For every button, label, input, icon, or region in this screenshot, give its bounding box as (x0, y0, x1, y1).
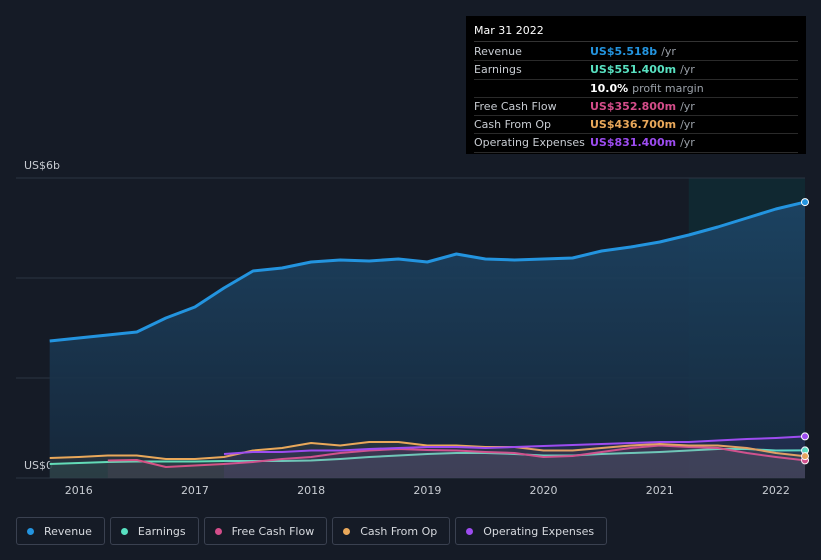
legend-swatch (466, 527, 474, 535)
tooltip-row: Cash From Op US$436.700m/yr (474, 116, 798, 135)
legend-label: Operating Expenses (483, 524, 595, 538)
end-point (801, 452, 809, 461)
tooltip-unit: /yr (680, 99, 695, 113)
tooltip-value: US$831.400m (590, 136, 677, 150)
series-line (223, 435, 806, 455)
x-tick-label: 2019 (413, 484, 441, 497)
tooltip-value: 10.0% (590, 81, 629, 95)
tooltip-label: Earnings (474, 63, 522, 77)
legend-item[interactable]: Cash From Op (332, 517, 451, 545)
tooltip-row: Earnings US$551.400m/yr (474, 61, 798, 80)
series-line (49, 441, 806, 460)
tooltip-value: US$436.700m (590, 118, 677, 132)
x-tick-label: 2017 (181, 484, 209, 497)
tooltip-row: Revenue US$5.518b/yr (474, 43, 798, 62)
tooltip-unit: /yr (680, 118, 695, 132)
series-area (107, 445, 806, 478)
legend-label: Earnings (137, 524, 186, 538)
tooltip-date: Mar 31 2022 (474, 23, 798, 42)
x-tick-label: 2020 (530, 484, 558, 497)
x-tick-label: 2022 (762, 484, 790, 497)
tooltip-value: US$5.518b (590, 45, 658, 58)
tooltip-label: Revenue (474, 45, 522, 58)
y-tick-label: US$6b (24, 159, 60, 172)
legend-swatch (343, 527, 351, 535)
legend-item[interactable]: Earnings (109, 517, 199, 545)
legend-item[interactable]: Operating Expenses (455, 517, 608, 545)
end-point (801, 432, 809, 441)
series-line (107, 444, 806, 468)
tooltip-unit: /yr (680, 136, 695, 150)
tooltip-unit: /yr (680, 63, 695, 77)
legend-item[interactable]: Revenue (16, 517, 105, 545)
legend-swatch (27, 527, 34, 535)
tooltip-label: Cash From Op (474, 118, 552, 132)
series-line (49, 200, 806, 343)
tooltip-value: US$551.400m (590, 63, 677, 77)
legend-label: Revenue (44, 524, 92, 538)
legend: Revenue Earnings Free Cash Flow Cash From O… (16, 517, 608, 545)
y-tick-label: US$0 (24, 459, 53, 472)
tooltip-label: Operating Expenses (474, 136, 585, 150)
legend-swatch (120, 527, 128, 535)
tooltip-row: Operating Expenses US$831.400m/yr (474, 134, 798, 153)
x-tick-label: 2021 (646, 484, 674, 497)
tooltip-unit: profit margin (632, 81, 704, 95)
legend-swatch (214, 527, 222, 535)
legend-item[interactable]: Free Cash Flow (203, 517, 328, 545)
legend-label: Free Cash Flow (231, 524, 315, 538)
x-tick-label: 2018 (297, 484, 325, 497)
tooltip-row: 10.0% profit margin (474, 80, 798, 98)
tooltip-unit: /yr (661, 45, 676, 58)
series-area (49, 202, 805, 478)
tooltip-value: US$352.800m (590, 99, 677, 113)
tooltip-label: Free Cash Flow (474, 99, 557, 113)
x-tick-label: 2016 (65, 484, 93, 497)
legend-label: Cash From Op (360, 524, 438, 538)
series-area (224, 436, 805, 478)
end-point (801, 198, 809, 207)
tooltip-label (474, 80, 590, 97)
series-area (49, 442, 805, 478)
series-area (49, 449, 805, 478)
tooltip: Mar 31 2022 Revenue US$5.518b/yr Earnings US… (466, 16, 806, 154)
series-line (49, 448, 806, 465)
chart: US$0 US$6b 2016 2017 2018 2019 2020 2021 2022 (16, 159, 809, 497)
tooltip-row: Free Cash Flow US$352.800m/yr (474, 98, 798, 117)
